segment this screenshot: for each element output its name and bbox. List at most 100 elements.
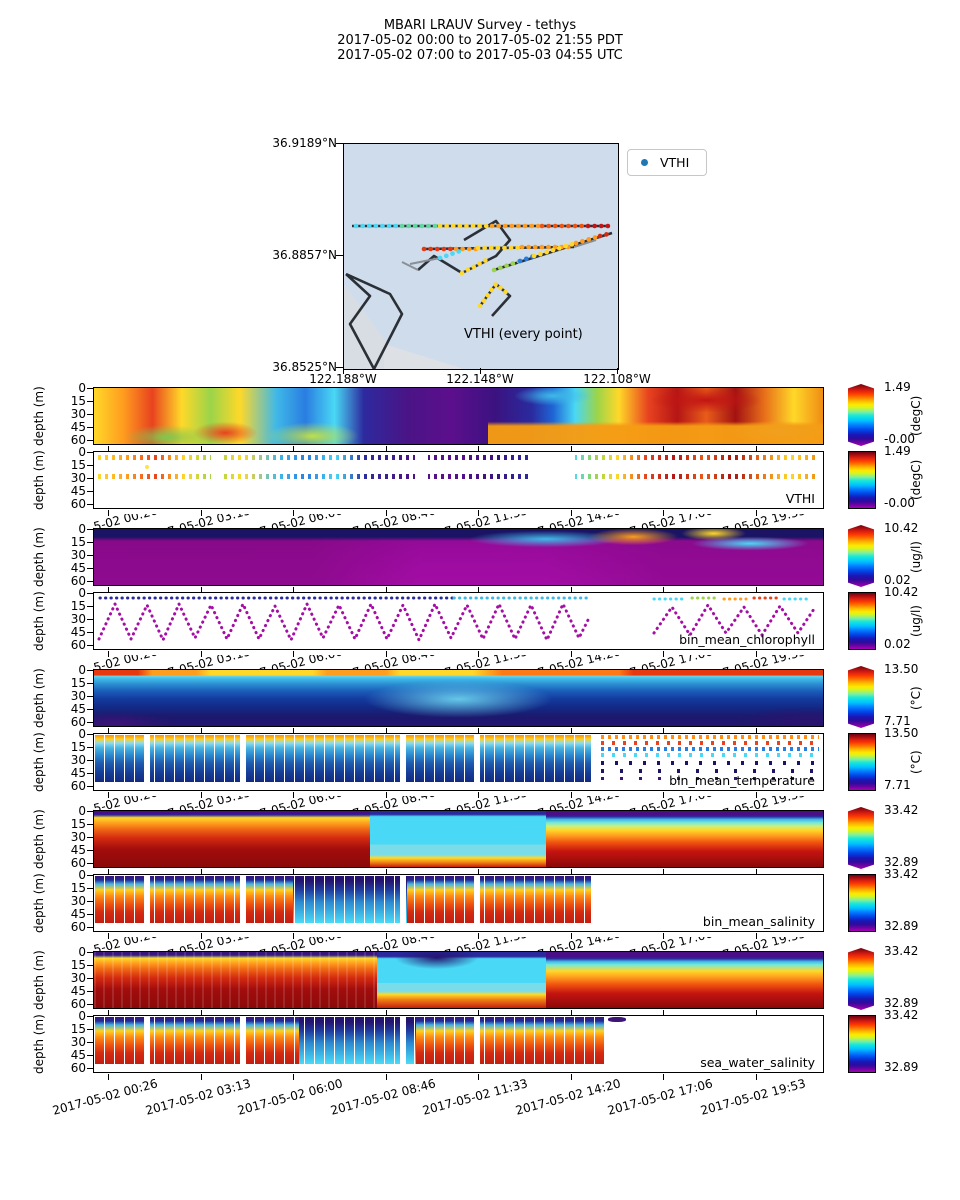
panel-seawater-salinity-contour: depth (m) 0 15 30 45 60 — [32, 946, 824, 1016]
y-tick-marks — [87, 734, 93, 735]
figure-title: MBARI LRAUV Survey - tethys 2017-05-02 0… — [0, 18, 960, 63]
panel-chlorophyll-contour: depth (m) 0 15 30 45 60 — [32, 523, 824, 593]
ytick: 30 — [70, 407, 86, 421]
colorbar-max: 13.50 — [884, 662, 919, 676]
y-tick-marks — [87, 593, 93, 594]
xtick: 2017-05-02 06:00 — [236, 655, 344, 669]
xtick: 2017-05-02 14:20 — [514, 1076, 623, 1118]
colorbar-min: 0.02 — [884, 573, 911, 587]
ytick: 30 — [70, 894, 86, 908]
colorbar-max: 33.42 — [884, 944, 919, 958]
xtick: 2017-05-02 08:46 — [329, 796, 437, 810]
xtick: 2017-05-02 17:06 — [606, 1076, 715, 1118]
colorbar-min: 7.71 — [884, 778, 911, 792]
colorbar-min: 32.89 — [884, 919, 919, 933]
colorbar-max: 33.42 — [884, 1008, 919, 1022]
panel-label: bin_mean_salinity — [702, 914, 815, 929]
xtick: 2017-05-02 03:13 — [144, 514, 252, 528]
ytick: 45 — [70, 420, 86, 434]
y-tick-marks — [87, 670, 93, 671]
ytick: 60 — [70, 715, 86, 729]
ytick: 15 — [70, 817, 86, 831]
xtick: 2017-05-02 08:46 — [329, 514, 437, 528]
ytick: 30 — [70, 971, 86, 985]
xtick: 2017-05-02 00:26 — [93, 514, 159, 528]
map-lat-tick — [336, 255, 343, 256]
ytick: 0 — [78, 445, 86, 459]
colorbar-vthi-scatter — [848, 451, 876, 509]
colorbar-unit: (°C) — [909, 750, 923, 774]
data-gap — [144, 875, 150, 925]
data-gap — [240, 734, 246, 784]
data-gap — [210, 452, 224, 482]
ytick: 45 — [70, 984, 86, 998]
xtick: 2017-05-02 03:13 — [144, 1076, 253, 1118]
panel-salinity-scatter: depth (m) 0 15 30 45 60 bin_mean_salinity — [32, 869, 824, 939]
ytick: 0 — [78, 727, 86, 741]
xtick: 2017-05-02 06:00 — [236, 937, 344, 951]
colorbar-min: 32.89 — [884, 996, 919, 1010]
data-gap — [414, 452, 428, 482]
colorbar-min: -0.00 — [884, 432, 916, 446]
colorbar-seawater-salinity-contour — [848, 948, 874, 1010]
xtick: 2017-05-02 00:26 — [93, 937, 159, 951]
colorbar-salinity-contour — [848, 807, 874, 869]
panel-vthi-contour: depth (m) 0 15 30 45 60 — [32, 382, 824, 452]
title-line-2: 2017-05-02 00:00 to 2017-05-02 21:55 PDT — [337, 33, 623, 48]
y-tick-marks — [87, 952, 93, 953]
ytick: 0 — [78, 804, 86, 818]
sparse-dots-row — [600, 777, 820, 780]
ytick: 45 — [70, 907, 86, 921]
x-tick-marks — [108, 587, 109, 593]
y-tick-marks — [87, 452, 93, 453]
ytick: 15 — [70, 535, 86, 549]
y-axis-label: depth (m) — [32, 732, 46, 792]
ytick: 30 — [70, 471, 86, 485]
colorbar-seawater-salinity-scatter — [848, 1015, 876, 1073]
ytick: 0 — [78, 381, 86, 395]
data-gap — [400, 734, 406, 784]
ytick: 45 — [70, 766, 86, 780]
title-line-3: 2017-05-02 07:00 to 2017-05-03 04:55 UTC — [337, 48, 623, 63]
track-lines-gray — [401, 239, 597, 271]
sparse-dots-row — [600, 735, 820, 739]
x-axis-ticklabels: 2017-05-02 00:26 2017-05-02 03:13 2017-05-… — [51, 1076, 853, 1120]
ytick: 0 — [78, 868, 86, 882]
y-ticks: 0 15 30 45 60 — [56, 664, 88, 729]
scatter-dots-row — [98, 474, 819, 479]
xtick: 2017-05-02 06:00 — [236, 796, 344, 810]
map-lon-label-left: 122.188°W — [309, 372, 377, 386]
xtick: 2017-05-02 03:13 — [144, 796, 252, 810]
panel-temperature-contour: depth (m) 0 15 30 45 60 — [32, 664, 824, 734]
panel-label: bin_mean_chlorophyll — [679, 632, 815, 647]
title-line-1: MBARI LRAUV Survey - tethys — [383, 18, 577, 33]
ytick: 0 — [78, 586, 86, 600]
colorbar-unit: (degC) — [909, 395, 923, 437]
ytick: 15 — [70, 394, 86, 408]
xtick: 2017-05-02 06:00 — [236, 1076, 345, 1118]
colorbar-min: 32.89 — [884, 855, 919, 869]
sparse-dots-region — [600, 734, 820, 784]
y-ticks: 0 15 30 45 60 — [56, 587, 88, 651]
temperature-contour-plot — [94, 670, 823, 726]
y-ticks: 0 15 30 45 60 — [56, 446, 88, 510]
data-gap — [474, 1016, 480, 1066]
colorbar-min: 32.89 — [884, 1060, 919, 1074]
ytick: 45 — [70, 702, 86, 716]
colorbar-max: 1.49 — [884, 444, 911, 458]
x-tick-marks — [108, 728, 109, 734]
y-ticks: 0 15 30 45 60 — [56, 946, 88, 1010]
ytick: 45 — [70, 625, 86, 639]
xtick: 2017-05-02 17:06 — [606, 514, 714, 528]
fresh-water-column — [299, 1017, 417, 1064]
colorbar-unit: (ug/l) — [909, 605, 923, 637]
map-lon-tick — [480, 368, 481, 374]
colorbar-max: 1.49 — [884, 380, 911, 394]
y-ticks: 0 15 30 45 60 — [56, 728, 88, 792]
ytick: 45 — [70, 1048, 86, 1062]
xtick: 2017-05-02 19:53 — [699, 1076, 808, 1118]
y-axis-label: depth (m) — [32, 386, 46, 446]
x-tick-marks — [108, 1010, 109, 1016]
